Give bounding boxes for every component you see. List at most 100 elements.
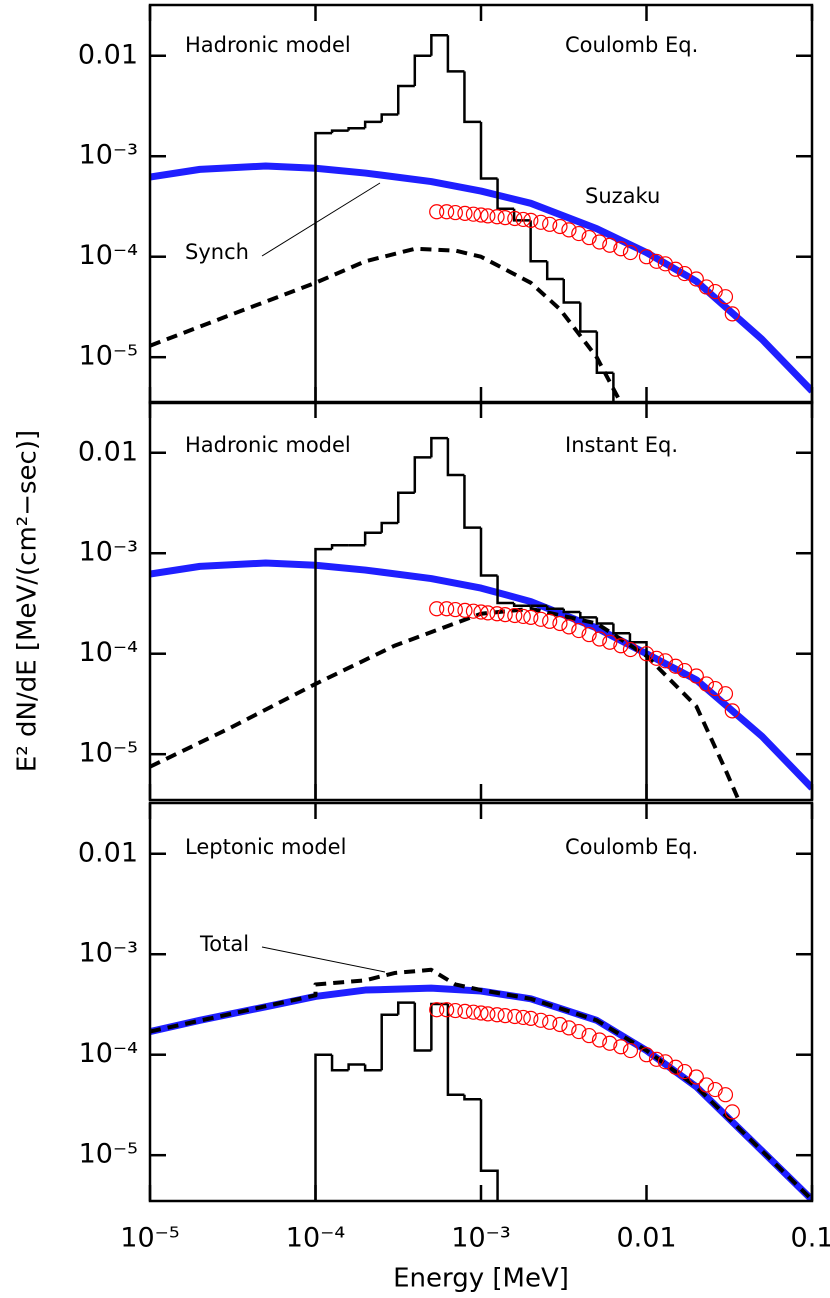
histogram-bin <box>430 436 448 458</box>
data-point <box>552 218 568 235</box>
data-point <box>515 608 531 625</box>
data-point <box>429 601 445 617</box>
data-point <box>552 615 568 632</box>
data-point <box>429 204 445 220</box>
y-tick-label: 0.01 <box>78 436 138 467</box>
histogram-bin <box>446 35 465 73</box>
data-point <box>515 211 531 228</box>
histogram-bin <box>363 531 382 546</box>
histogram-bin <box>579 302 597 333</box>
histogram-bin <box>413 1002 432 1052</box>
data-point <box>507 607 523 624</box>
x-tick-label: 0.1 <box>791 1223 830 1254</box>
data-point <box>591 631 608 647</box>
histogram-bin <box>330 1054 349 1072</box>
data-point <box>648 650 665 666</box>
data-point <box>657 256 673 272</box>
histogram-bin <box>314 1053 333 1201</box>
histogram-bin <box>512 602 531 608</box>
data-point <box>657 1054 673 1070</box>
histogram-bin <box>363 1064 382 1072</box>
y-tick-label: 10⁻³ <box>79 938 138 969</box>
data-point <box>581 1027 597 1044</box>
histogram-bin <box>579 612 597 619</box>
histogram-bin <box>446 1003 465 1096</box>
data-point <box>648 253 665 269</box>
data-point <box>668 658 684 674</box>
histogram-bin <box>396 84 415 115</box>
data-point <box>465 206 482 222</box>
data-point <box>602 1035 618 1051</box>
data-point <box>724 306 740 322</box>
histogram-bin <box>562 279 581 304</box>
histogram-bin <box>479 527 498 577</box>
data-point <box>429 1002 445 1018</box>
histogram-bin <box>314 131 333 403</box>
data-point <box>473 1005 489 1021</box>
dashed-curve <box>150 246 623 403</box>
histogram-bin <box>380 113 399 122</box>
data-point <box>613 1039 629 1055</box>
data-point <box>523 609 539 625</box>
annotation: Suzaku <box>585 184 660 208</box>
x-tick-label: 10⁻³ <box>451 1223 510 1254</box>
data-point <box>480 208 496 224</box>
data-point <box>688 271 704 287</box>
data-point <box>724 703 740 719</box>
y-tick-label: 10⁻⁵ <box>79 341 138 372</box>
data-point <box>717 289 734 305</box>
histogram-bin <box>612 372 615 403</box>
histogram-bin <box>496 575 515 605</box>
histogram-bin <box>612 623 630 635</box>
data-point <box>581 626 597 643</box>
data-point <box>638 1047 655 1063</box>
data-point <box>688 668 704 684</box>
histogram-bin <box>330 544 349 550</box>
y-tick-label: 0.01 <box>78 39 138 70</box>
dashed-curve <box>150 606 741 800</box>
histogram-bin <box>545 261 564 281</box>
histogram-bin <box>463 71 481 124</box>
histogram-bin <box>380 521 399 533</box>
data-point <box>533 214 549 230</box>
histogram-bin <box>595 331 614 375</box>
histogram-bin <box>380 1013 399 1071</box>
data-point <box>668 261 684 277</box>
annotation: Hadronic model <box>185 33 351 57</box>
data-point <box>489 209 505 225</box>
annotation: Hadronic model <box>185 433 351 457</box>
data-point <box>497 607 513 623</box>
data-point <box>523 1010 539 1026</box>
y-tick-label: 10⁻⁴ <box>79 1038 138 1069</box>
histogram-bin <box>463 1094 481 1101</box>
data-point <box>439 601 455 617</box>
data-point <box>622 641 639 658</box>
data-point <box>457 205 473 221</box>
model-curve <box>150 559 812 791</box>
data-point <box>707 680 723 697</box>
y-tick-label: 10⁻⁵ <box>79 1139 138 1170</box>
data-point <box>473 207 489 223</box>
annotation: Leptonic model <box>185 835 346 859</box>
x-tick-label: 10⁻⁴ <box>286 1223 345 1254</box>
data-point <box>542 216 558 232</box>
data-point <box>622 1042 639 1059</box>
histogram-bin <box>413 54 432 87</box>
data-point <box>707 1081 723 1098</box>
data-point <box>707 283 723 300</box>
annotation: Synch <box>185 240 249 264</box>
data-point <box>523 212 539 228</box>
data-point <box>552 1016 568 1033</box>
data-point <box>439 204 455 220</box>
y-tick-label: 10⁻⁵ <box>79 738 138 769</box>
histogram-bin <box>479 1099 499 1201</box>
histogram-bin <box>595 617 614 625</box>
data-point <box>507 210 523 227</box>
data-point <box>542 1014 558 1030</box>
data-point <box>497 210 513 226</box>
data-point <box>581 229 597 246</box>
y-axis-label: E² dN/dE [MeV/(cm²−sec)] <box>13 430 43 772</box>
histogram-bin <box>413 456 432 493</box>
data-point <box>571 225 587 242</box>
data-point <box>447 601 463 618</box>
